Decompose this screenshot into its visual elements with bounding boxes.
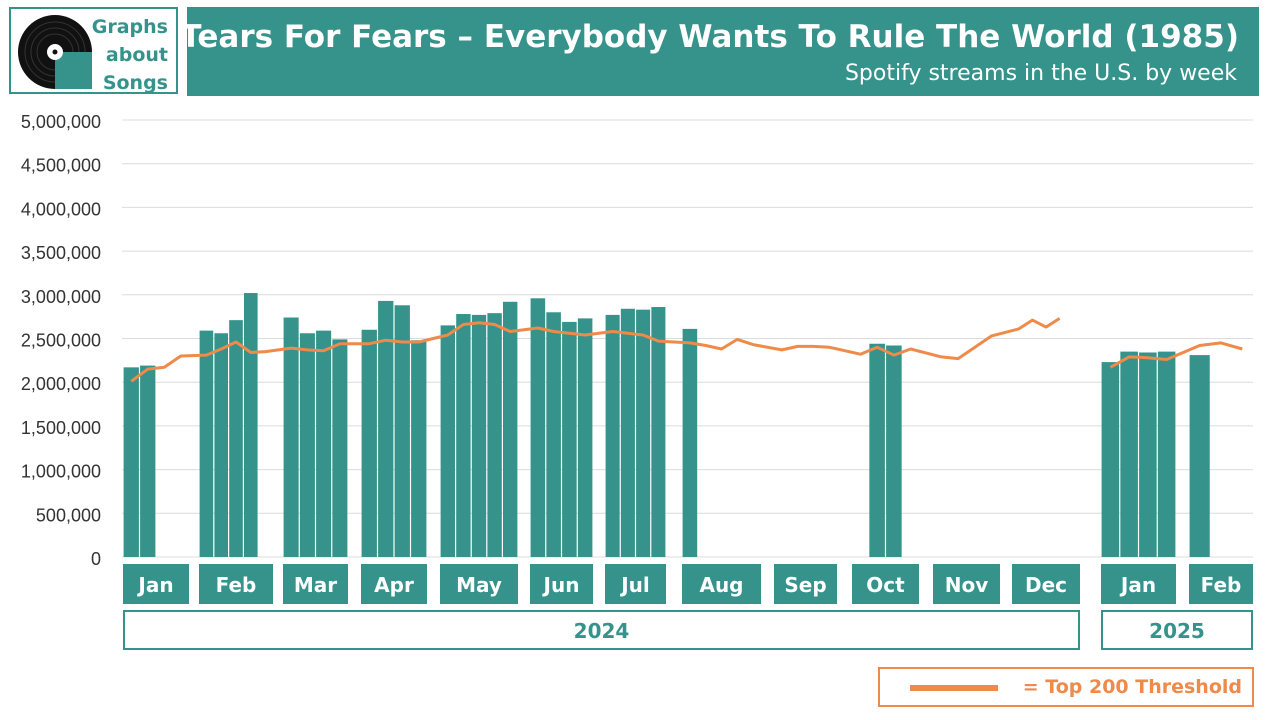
- logo-line-3: Songs: [102, 72, 168, 94]
- year-label: 2025: [1149, 619, 1205, 643]
- bar: [244, 293, 258, 557]
- bar: [140, 365, 156, 557]
- month-label-box: [530, 564, 593, 604]
- y-tick-label: 4,500,000: [21, 156, 101, 176]
- month-label: Feb: [1201, 573, 1242, 597]
- month-label: Oct: [866, 573, 905, 597]
- bar: [636, 309, 651, 557]
- month-label: Apr: [374, 573, 414, 597]
- bar: [361, 329, 377, 557]
- bar: [605, 314, 620, 557]
- bar: [471, 314, 487, 557]
- bar: [283, 317, 299, 557]
- logo: Graphs about Songs: [9, 7, 178, 94]
- month-label: May: [456, 573, 502, 597]
- y-tick-label: 2,000,000: [21, 374, 101, 394]
- month-label-box: [1189, 564, 1253, 604]
- y-tick-label: 0: [91, 549, 101, 569]
- legend-threshold-label: = Top 200 Threshold: [1022, 676, 1242, 698]
- bar: [378, 300, 394, 557]
- y-tick-label: 500,000: [36, 505, 101, 525]
- month-label: Dec: [1025, 573, 1067, 597]
- bar: [530, 298, 546, 557]
- bar: [440, 325, 455, 557]
- month-label-box: [852, 564, 919, 604]
- logo-line-2: about: [105, 44, 168, 66]
- logo-line-1: Graphs: [91, 16, 168, 38]
- y-tick-label: 5,000,000: [21, 112, 101, 132]
- month-label: Nov: [945, 573, 989, 597]
- bar: [682, 328, 698, 557]
- chart-title: Tears For Fears – Everybody Wants To Rul…: [180, 19, 1239, 55]
- month-label: Aug: [699, 573, 743, 597]
- month-label: Feb: [216, 573, 257, 597]
- year-label: 2024: [574, 619, 630, 643]
- month-label-box: [361, 564, 427, 604]
- bar: [316, 330, 332, 557]
- bar: [456, 314, 471, 557]
- bar: [546, 312, 561, 557]
- month-label: Sep: [784, 573, 826, 597]
- bar: [1157, 351, 1176, 557]
- legend: = Top 200 Threshold: [878, 667, 1254, 707]
- month-label-box: [682, 564, 761, 604]
- threshold-line: [130, 317, 1061, 383]
- bar: [394, 305, 410, 557]
- y-tick-label: 3,000,000: [21, 287, 101, 307]
- threshold-line: [1109, 341, 1243, 369]
- month-label-box: [283, 564, 348, 604]
- vinyl-record-icon: [18, 15, 92, 89]
- bar: [886, 345, 902, 557]
- bar: [332, 339, 348, 557]
- y-tick-label: 4,000,000: [21, 199, 101, 219]
- bar: [620, 308, 635, 557]
- month-label-box: [440, 564, 518, 604]
- bar: [411, 340, 427, 557]
- year-label-box: [123, 610, 1080, 650]
- bar: [577, 318, 593, 557]
- month-label: Jan: [1119, 573, 1156, 597]
- bar: [651, 307, 666, 557]
- y-tick-label: 2,500,000: [21, 331, 101, 351]
- month-label-box: [933, 564, 1000, 604]
- y-tick-label: 1,000,000: [21, 462, 101, 482]
- month-label: Jun: [542, 573, 580, 597]
- logo-text: Graphs about Songs: [92, 13, 168, 97]
- month-label: Jan: [136, 573, 173, 597]
- month-label-box: [199, 564, 273, 604]
- year-label-box: [1101, 610, 1253, 650]
- bar: [214, 333, 228, 557]
- bar: [487, 313, 502, 557]
- legend-threshold-swatch: [910, 685, 998, 691]
- bar: [299, 333, 315, 557]
- month-label: Mar: [294, 573, 337, 597]
- bar: [1139, 352, 1157, 557]
- month-label-box: [605, 564, 666, 604]
- month-label-box: [1012, 564, 1080, 604]
- bar: [1189, 355, 1210, 557]
- bar: [869, 343, 885, 557]
- bar: [1120, 351, 1138, 557]
- bar: [562, 321, 577, 557]
- bar: [199, 330, 214, 557]
- chart-subtitle: Spotify streams in the U.S. by week: [844, 61, 1237, 86]
- month-label-box: [123, 564, 189, 604]
- month-label-box: [774, 564, 837, 604]
- y-tick-label: 3,500,000: [21, 243, 101, 263]
- header: Tears For Fears – Everybody Wants To Rul…: [180, 7, 1259, 96]
- bar: [229, 320, 243, 557]
- y-tick-label: 1,500,000: [21, 418, 101, 438]
- bar: [503, 301, 518, 557]
- month-label-box: [1101, 564, 1176, 604]
- bar: [1101, 362, 1120, 557]
- bar: [123, 367, 139, 557]
- month-label: Jul: [619, 573, 650, 597]
